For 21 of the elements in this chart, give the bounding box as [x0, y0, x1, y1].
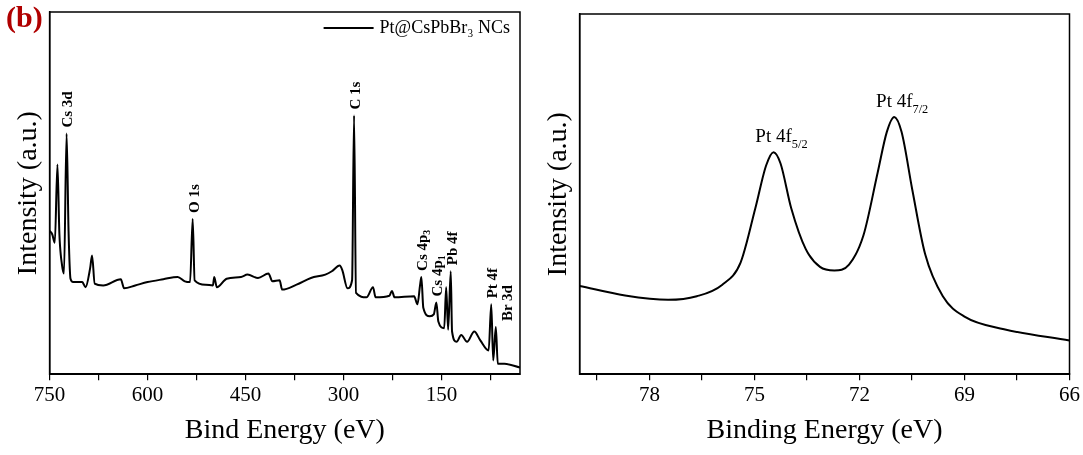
x-axis-title: Bind Energy (eV)	[184, 412, 385, 444]
x-tick-label: 600	[131, 382, 164, 407]
legend-label: Pt@CsPbBr₃ NCs	[379, 16, 511, 37]
x-tick-label: 450	[229, 382, 262, 407]
x-tick-label: 78	[639, 382, 661, 407]
annotation: Pt 4f	[484, 266, 501, 299]
text: (b)	[6, 0, 43, 34]
annotation: Br 3d	[499, 284, 516, 322]
x-tick-label: 150	[425, 382, 458, 407]
x-axis-title: Binding Energy (eV)	[706, 412, 943, 444]
x-tick-label: 300	[327, 382, 360, 407]
x-tick-label: 66	[1059, 382, 1080, 407]
annotation: C 1s	[346, 81, 363, 110]
x-tick-label: 750	[33, 382, 66, 407]
y-axis-title: Intensity (a.u.)	[541, 112, 573, 277]
x-tick-label: 72	[849, 382, 871, 407]
annotation: Cs 3d	[59, 90, 76, 128]
x-tick-label: 69	[954, 382, 976, 407]
annotation: O 1s	[185, 184, 202, 213]
y-axis-title: Intensity (a.u.)	[11, 111, 43, 276]
x-tick-label: 75	[744, 382, 766, 407]
